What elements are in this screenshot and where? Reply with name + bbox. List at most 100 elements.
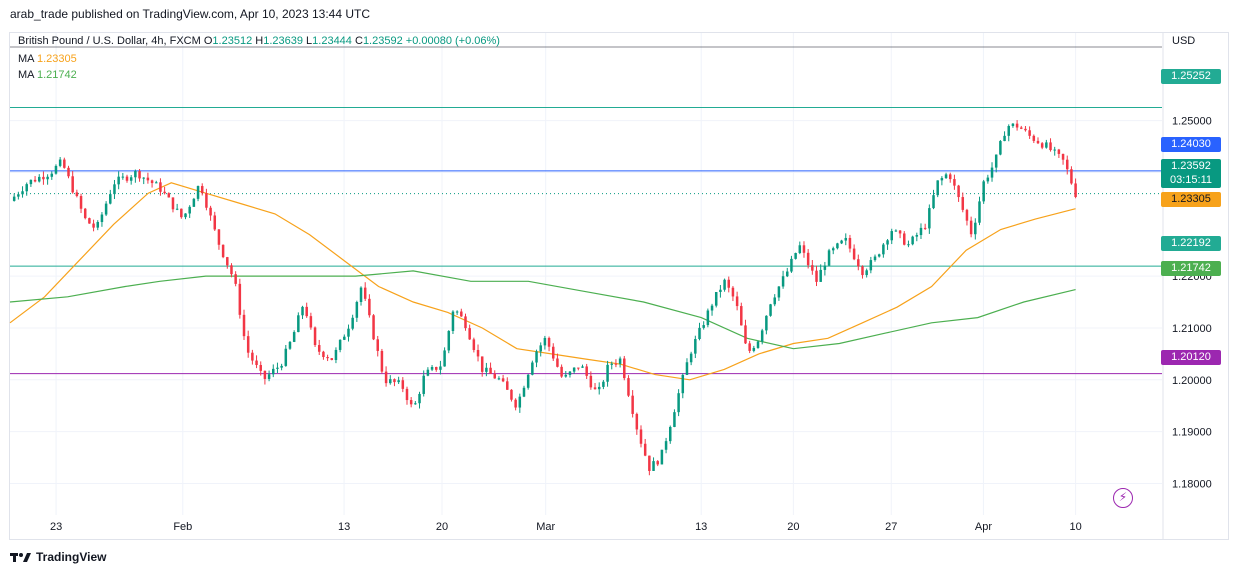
- candle-down: [1074, 178, 1077, 199]
- candle-body: [330, 358, 334, 360]
- candle-down: [163, 186, 166, 195]
- candle-up: [928, 204, 931, 234]
- candle-up: [986, 174, 990, 184]
- candle-up: [134, 169, 137, 183]
- candle-down: [146, 172, 150, 184]
- candle-up: [288, 340, 292, 350]
- candle-body: [326, 357, 329, 359]
- candle-body: [999, 141, 1002, 155]
- candle-down: [88, 217, 91, 224]
- candle-body: [506, 381, 509, 390]
- candle-body: [932, 195, 935, 209]
- candle-up: [777, 286, 781, 301]
- candle-up: [798, 241, 802, 255]
- ma-fast-legend[interactable]: MA 1.23305: [18, 53, 77, 65]
- candle-body: [272, 368, 275, 375]
- candle-body: [643, 443, 647, 456]
- candle-body: [485, 367, 488, 372]
- candle-body: [125, 176, 129, 181]
- candle-up: [840, 239, 843, 245]
- candle-body: [539, 345, 542, 352]
- candle-up: [343, 334, 346, 341]
- candle-body: [936, 180, 939, 196]
- candle-down: [656, 460, 659, 467]
- brand-footer[interactable]: TradingView: [10, 550, 106, 564]
- candle-down: [648, 455, 651, 476]
- candle-down: [811, 260, 814, 275]
- x-tick-label: 20: [436, 521, 448, 533]
- candle-down: [393, 378, 396, 387]
- candle-body: [681, 374, 685, 394]
- candle-down: [138, 169, 141, 182]
- candle-up: [982, 179, 985, 204]
- candle-body: [455, 311, 459, 313]
- candle-body: [1007, 126, 1010, 136]
- candle-body: [284, 348, 288, 366]
- candle-down: [251, 349, 254, 365]
- candle-up: [660, 449, 664, 465]
- ma-slow-legend[interactable]: MA 1.21742: [18, 69, 77, 81]
- candle-body: [723, 279, 726, 290]
- candle-up: [447, 330, 451, 354]
- candle-down: [71, 171, 74, 194]
- candle-body: [230, 265, 233, 275]
- candle-body: [994, 154, 998, 168]
- candle-body: [560, 366, 563, 377]
- candle-up: [497, 376, 501, 381]
- candle-body: [205, 193, 208, 208]
- candle-body: [401, 380, 405, 389]
- candle-body: [597, 386, 601, 390]
- candle-up: [689, 351, 693, 366]
- candle-body: [965, 209, 969, 221]
- candle-body: [129, 177, 133, 181]
- candle-body: [568, 371, 572, 375]
- candle-body: [434, 366, 438, 370]
- currency-label[interactable]: USD: [1172, 35, 1196, 47]
- candle-down: [1057, 148, 1061, 158]
- candle-down: [740, 302, 743, 326]
- candle-body: [150, 180, 154, 184]
- lightning-icon[interactable]: ⚡: [1113, 488, 1133, 508]
- x-tick-label: 13: [338, 521, 350, 533]
- candle-up: [681, 373, 685, 399]
- candle-up: [597, 382, 601, 395]
- candle-up: [873, 254, 877, 262]
- symbol-name[interactable]: British Pound / U.S. Dollar, 4h, FXCM: [18, 35, 201, 47]
- candle-up: [192, 197, 196, 207]
- low-label: L: [306, 35, 313, 47]
- close-value: 1.23592: [362, 35, 403, 47]
- low-value: 1.23444: [312, 35, 352, 47]
- candle-body: [343, 336, 346, 340]
- x-tick-label: 23: [50, 521, 62, 533]
- candle-up: [877, 253, 881, 258]
- candle-body: [903, 233, 906, 245]
- candle-down: [368, 294, 371, 318]
- candle-body: [196, 186, 200, 199]
- candle-body: [217, 229, 221, 245]
- candle-body: [756, 341, 760, 348]
- candle-body: [468, 328, 471, 340]
- candle-body: [923, 227, 927, 229]
- candle-up: [673, 409, 676, 428]
- candle-down: [639, 425, 643, 448]
- candle-down: [857, 254, 860, 271]
- high-label: H: [255, 35, 264, 47]
- y-tick-label: 1.19000: [1172, 427, 1212, 439]
- candle-down: [560, 364, 563, 378]
- candle-body: [288, 341, 292, 349]
- candle-down: [221, 244, 225, 259]
- candle-up: [292, 330, 296, 343]
- candle-body: [869, 260, 873, 271]
- candle-down: [635, 412, 639, 435]
- candle-down: [547, 336, 551, 352]
- candle-body: [376, 339, 379, 351]
- candle-body: [58, 159, 62, 166]
- candle-body: [585, 366, 588, 376]
- candle-down: [861, 265, 864, 279]
- candle-down: [556, 353, 559, 368]
- candle-down: [159, 178, 162, 196]
- candle-body: [489, 367, 492, 374]
- candle-down: [309, 312, 313, 330]
- candle-body: [351, 317, 354, 329]
